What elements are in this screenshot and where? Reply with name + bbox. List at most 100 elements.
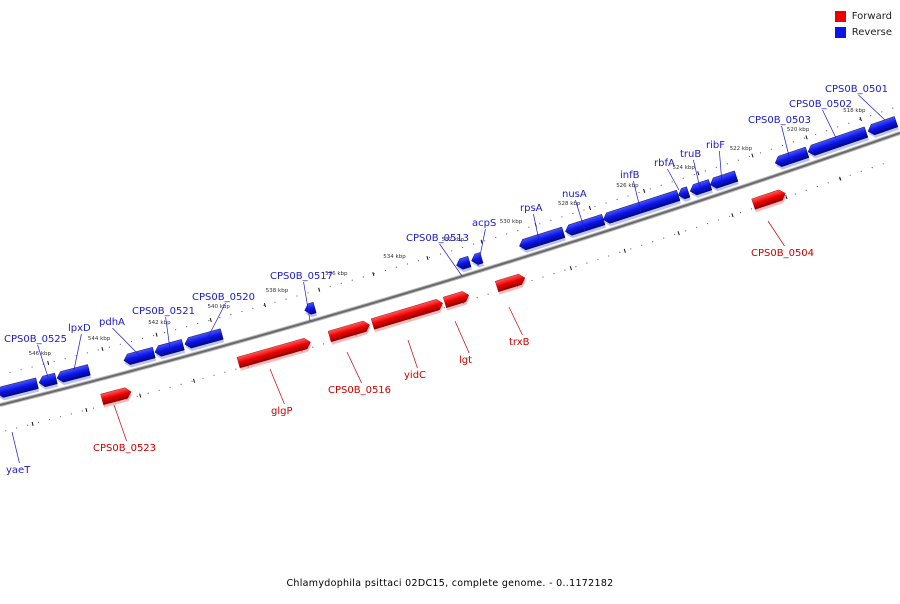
track-tick bbox=[47, 360, 50, 366]
track-tick bbox=[643, 188, 646, 193]
leader-line-yaeT bbox=[11, 431, 20, 464]
track-dot bbox=[553, 273, 555, 275]
track-dot bbox=[323, 343, 325, 345]
track-dot bbox=[638, 191, 640, 194]
track-tick bbox=[139, 393, 142, 398]
track-dot bbox=[794, 193, 797, 195]
track-dot bbox=[616, 198, 618, 201]
leader-line-glgP bbox=[269, 368, 285, 405]
track-dot bbox=[717, 219, 720, 221]
gene-arrow-pdhA bbox=[123, 347, 157, 368]
track-dot bbox=[583, 209, 585, 211]
track-dot bbox=[97, 349, 99, 351]
gene-label-CPS0B_0523: CPS0B_0523 bbox=[93, 443, 156, 454]
gene-label-CPS0B_0517: CPS0B_0517 bbox=[270, 271, 333, 282]
track-dot bbox=[594, 205, 596, 208]
track-dot bbox=[406, 263, 408, 265]
track-dot bbox=[274, 301, 276, 303]
track-dot bbox=[230, 313, 232, 316]
gene-arrow-lgt bbox=[442, 291, 470, 311]
reverse-swatch bbox=[834, 26, 846, 38]
track-dot bbox=[208, 320, 210, 322]
track-tick bbox=[839, 176, 842, 181]
legend-label-reverse: Reverse bbox=[851, 26, 892, 38]
track-dot bbox=[340, 282, 342, 284]
track-dot bbox=[48, 419, 51, 421]
track-dot bbox=[213, 374, 215, 376]
track-dot bbox=[630, 248, 632, 250]
leader-line-rpsA bbox=[533, 213, 541, 246]
track-dot bbox=[241, 310, 243, 313]
scale-tick-label: 544 kbp bbox=[88, 336, 111, 342]
track-dot bbox=[849, 174, 851, 176]
track-dot bbox=[164, 332, 166, 334]
track-tick bbox=[318, 287, 321, 292]
track-dot bbox=[81, 410, 83, 412]
track-dot bbox=[307, 292, 309, 294]
track-dot bbox=[59, 416, 62, 418]
gene-arrow-CPS0B_0523 bbox=[100, 387, 132, 408]
track-dot bbox=[92, 407, 94, 409]
track-dot bbox=[826, 130, 828, 132]
leader-line-truB bbox=[693, 159, 701, 189]
track-tick bbox=[751, 153, 754, 158]
track-dot bbox=[175, 329, 177, 331]
track-dot bbox=[660, 184, 662, 186]
track-dot bbox=[608, 255, 610, 257]
track-dot bbox=[550, 219, 552, 221]
leader-line-CPS0B_0520 bbox=[205, 302, 226, 342]
backbone-layer bbox=[0, 131, 900, 407]
gene-arrow-ribF bbox=[709, 170, 739, 192]
gene-arrow-acpS bbox=[471, 252, 484, 268]
gene-arrow-lpxD bbox=[56, 364, 92, 386]
gene-arrow-infB bbox=[603, 189, 681, 227]
track-dot bbox=[31, 366, 33, 368]
track-dot bbox=[882, 163, 884, 165]
track-dot bbox=[20, 369, 22, 371]
track-tick bbox=[623, 248, 626, 253]
track-dot bbox=[147, 392, 149, 394]
track-dot bbox=[627, 195, 629, 197]
track-dot bbox=[235, 368, 237, 370]
leader-line-infB bbox=[633, 180, 642, 213]
leader-line-acpS bbox=[477, 228, 486, 267]
gene-arrow-CPS0B_0513 bbox=[456, 256, 472, 273]
track-dot bbox=[136, 395, 138, 397]
leader-line-CPS0B_0523 bbox=[113, 404, 127, 442]
track-dot bbox=[860, 170, 862, 172]
track-dot bbox=[770, 148, 773, 150]
gene-arrow-CPS0B_0520 bbox=[184, 328, 225, 352]
track-dot bbox=[443, 307, 445, 309]
leader-line-ribF bbox=[719, 150, 723, 185]
track-dot bbox=[38, 421, 40, 423]
scale-tick-label: 536 kbp bbox=[325, 271, 348, 277]
scale-tick-label: 542 kbp bbox=[148, 320, 171, 326]
leader-line-CPS0B_0503 bbox=[781, 125, 791, 161]
leader-line-CPS0B_0525 bbox=[37, 344, 49, 378]
track-dot bbox=[597, 258, 599, 261]
scale-tick-label: 520 kbp bbox=[787, 127, 810, 133]
track-dot bbox=[169, 386, 171, 388]
gene-label-ribF: ribF bbox=[706, 140, 725, 151]
scale-tick-label: 528 kbp bbox=[558, 201, 581, 207]
track-dot bbox=[728, 215, 731, 217]
gene-arrow-CPS0B_0503 bbox=[774, 146, 810, 170]
leader-line-CPS0B_0501 bbox=[858, 94, 886, 121]
gene-label-CPS0B_0503: CPS0B_0503 bbox=[748, 115, 811, 126]
gene-arrow-CPS0B_0525-a bbox=[0, 377, 40, 401]
track-tick bbox=[85, 407, 88, 413]
gene-arrow-CPS0B_0525 bbox=[38, 372, 59, 390]
track-dot bbox=[564, 269, 566, 271]
leader-line-CPS0B_0502 bbox=[822, 109, 837, 139]
track-dot bbox=[191, 380, 193, 382]
track-dot bbox=[439, 253, 442, 255]
track-dot bbox=[108, 346, 110, 348]
genome-caption: Chlamydophila psittaci 02DC15, complete … bbox=[286, 578, 614, 589]
track-dot bbox=[351, 279, 353, 281]
track-dot bbox=[186, 326, 188, 328]
track-tick bbox=[785, 195, 788, 200]
track-dot bbox=[792, 141, 795, 143]
scale-tick-label: 518 kbp bbox=[843, 108, 866, 114]
